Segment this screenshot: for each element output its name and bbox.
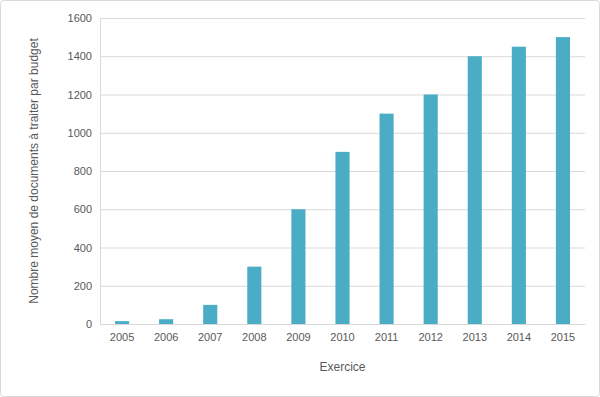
x-axis: 2005 2006 2007 2008 2009 2010 2011 2012 2013 2014… — [101, 324, 586, 343]
x-tick: 2012 — [418, 324, 442, 343]
bars — [115, 37, 570, 324]
bar — [291, 209, 305, 324]
x-tick-label: 2012 — [418, 331, 442, 343]
bar — [335, 152, 349, 324]
bar — [424, 95, 438, 325]
x-tick-label: 2007 — [198, 331, 222, 343]
y-tick-label: 0 — [86, 318, 92, 330]
x-tick-label: 2010 — [330, 331, 354, 343]
grid-line — [100, 18, 585, 19]
x-tick: 2010 — [330, 324, 354, 343]
x-tick: 2007 — [198, 324, 222, 343]
chart: 0200400600800100012001400160020052006200… — [0, 0, 600, 397]
y-tick: 1600 — [68, 12, 100, 24]
x-tick: 2009 — [286, 324, 310, 343]
y-axis-title-line: Nombre moyen de documents à traiter par … — [27, 38, 41, 304]
x-tick-label: 2005 — [110, 331, 134, 343]
y-tick: 200 — [74, 280, 100, 292]
bar — [159, 319, 173, 324]
y-tick: 400 — [74, 242, 100, 254]
y-tick: 1000 — [68, 127, 100, 139]
bar — [203, 305, 217, 324]
x-tick-label: 2011 — [375, 331, 399, 343]
x-tick: 2015 — [551, 324, 575, 343]
y-axis-title: Nombre moyen de documents à traiter par … — [27, 38, 41, 304]
bar — [380, 114, 394, 324]
y-tick-label: 1600 — [68, 12, 92, 24]
y-tick: 1400 — [68, 50, 100, 62]
y-tick-label: 800 — [74, 165, 92, 177]
grid — [100, 19, 585, 325]
y-tick-label: 1000 — [68, 127, 92, 139]
x-axis-title: Exercice — [319, 360, 365, 374]
chart-frame — [1, 1, 600, 397]
x-tick: 2005 — [110, 324, 134, 343]
x-tick-label: 2014 — [507, 331, 531, 343]
y-tick: 800 — [74, 165, 100, 177]
bar — [468, 56, 482, 324]
x-axis-line — [101, 324, 586, 325]
x-tick: 2006 — [154, 324, 178, 343]
x-tick: 2011 — [375, 324, 399, 343]
y-axis: 0 200 400 600 800 1000 1200 1400 1600 — [68, 12, 101, 330]
bar — [556, 37, 570, 324]
bar — [512, 47, 526, 324]
y-tick-label: 600 — [74, 203, 92, 215]
x-tick: 2008 — [242, 324, 266, 343]
x-tick-label: 2013 — [463, 331, 487, 343]
x-tick-label: 2008 — [242, 331, 266, 343]
y-tick-label: 400 — [74, 242, 92, 254]
plot-area: 0200400600800100012001400160020052006200… — [68, 12, 586, 343]
y-tick-label: 1200 — [68, 89, 92, 101]
x-tick-label: 2009 — [286, 331, 310, 343]
x-tick: 2014 — [507, 324, 531, 343]
y-tick: 1200 — [68, 89, 100, 101]
y-axis-line — [100, 19, 101, 325]
grid-line — [100, 324, 585, 325]
x-tick: 2013 — [463, 324, 487, 343]
x-tick-label: 2006 — [154, 331, 178, 343]
y-tick: 0 — [86, 318, 100, 330]
y-tick: 600 — [74, 203, 100, 215]
y-tick-label: 1400 — [68, 50, 92, 62]
y-tick-label: 200 — [74, 280, 92, 292]
x-tick-label: 2015 — [551, 331, 575, 343]
bar — [115, 321, 129, 324]
bar — [247, 267, 261, 324]
